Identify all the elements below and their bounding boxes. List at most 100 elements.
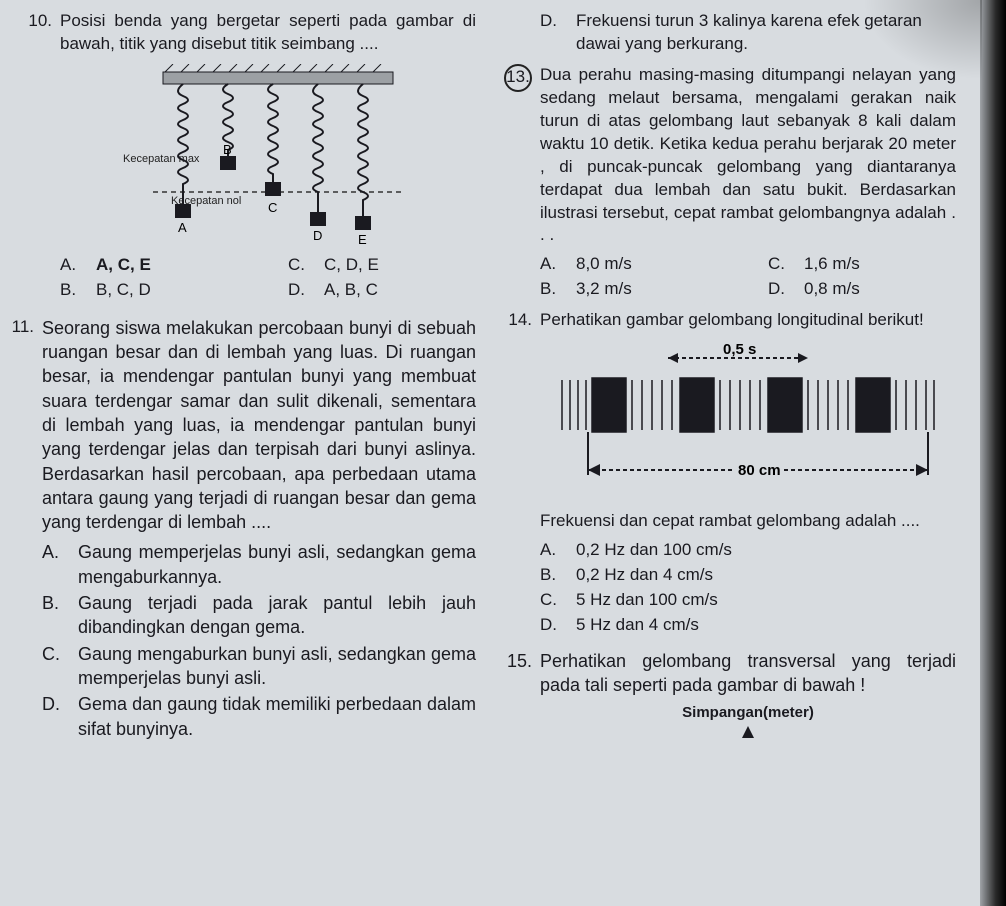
- opt-letter: D.: [42, 692, 66, 741]
- q15-number: 15.: [500, 649, 532, 750]
- opt-value: C, D, E: [324, 254, 379, 277]
- q10-option-A: A. A, C, E: [60, 254, 248, 277]
- opt-value: 5 Hz dan 4 cm/s: [576, 614, 699, 637]
- spring-C: C: [265, 84, 281, 215]
- opt-letter: D.: [768, 278, 792, 301]
- opt-letter: C.: [42, 642, 66, 691]
- q13-options: A. 8,0 m/s B. 3,2 m/s C. 1,6 m/s: [540, 253, 956, 301]
- opt-letter: C.: [540, 589, 564, 612]
- rarefaction-5: [896, 380, 934, 430]
- q14-options: A. 0,2 Hz dan 100 cm/s B. 0,2 Hz dan 4 c…: [540, 539, 956, 637]
- q12-spacer: [500, 10, 532, 56]
- q11-option-A: A. Gaung memperjelas bunyi asli, sedangk…: [42, 540, 476, 589]
- q11-option-B: B. Gaung terjadi pada jarak pantul lebih…: [42, 591, 476, 640]
- q10-option-C: C. C, D, E: [288, 254, 476, 277]
- opt-letter: D.: [288, 279, 312, 302]
- spring-label-B: B: [223, 142, 232, 157]
- opt-letter: A.: [42, 540, 66, 589]
- question-15: 15. Perhatikan gelombang transversal yan…: [500, 649, 956, 750]
- opt-value: A, B, C: [324, 279, 378, 302]
- opt-letter: B.: [540, 564, 564, 587]
- arrow-left-icon-2: [588, 464, 600, 476]
- q13-option-C: C. 1,6 m/s: [768, 253, 956, 276]
- spring-label-A: A: [178, 220, 187, 235]
- opt-letter: A.: [540, 253, 564, 276]
- opt-letter: B.: [42, 591, 66, 640]
- arrow-left-icon: [668, 353, 678, 363]
- q13-option-B: B. 3,2 m/s: [540, 278, 728, 301]
- q14-option-A: A. 0,2 Hz dan 100 cm/s: [540, 539, 956, 562]
- opt-letter: C.: [288, 254, 312, 277]
- rarefaction-2: [632, 380, 672, 430]
- opt-value: 8,0 m/s: [576, 253, 632, 276]
- q14-stem2: Frekuensi dan cepat rambat gelombang ada…: [540, 510, 956, 533]
- page-right-binding: [980, 0, 1006, 906]
- compression-3: [768, 378, 802, 432]
- spring-label-D: D: [313, 228, 322, 243]
- spring-E: E: [355, 84, 371, 244]
- spring-label-C: C: [268, 200, 277, 215]
- opt-value: 1,6 m/s: [804, 253, 860, 276]
- longitudinal-wave-svg: 0,5 s: [548, 340, 948, 500]
- q11-options: A. Gaung memperjelas bunyi asli, sedangk…: [42, 540, 476, 740]
- q10-number: 10.: [20, 10, 52, 302]
- arrow-right-icon: [798, 353, 808, 363]
- q13-option-D: D. 0,8 m/s: [768, 278, 956, 301]
- opt-value: Gema dan gaung tidak memiliki perbedaan …: [78, 692, 476, 741]
- spring-label-E: E: [358, 232, 367, 244]
- opt-letter: B.: [60, 279, 84, 302]
- q15-axis-arrow: [540, 724, 956, 750]
- opt-letter: A.: [60, 254, 84, 277]
- compression-1: [592, 378, 626, 432]
- q10-options: A. A, C, E B. B, C, D C. C, D, E: [60, 254, 476, 302]
- opt-value: A, C, E: [96, 254, 151, 277]
- page-content: 10. Posisi benda yang bergetar seperti p…: [0, 0, 1006, 760]
- question-11: 11. Seorang siswa melakukan percobaan bu…: [20, 316, 476, 741]
- compression-2: [680, 378, 714, 432]
- q13-body: Dua perahu masing-masing ditumpangi nela…: [540, 64, 956, 301]
- q13-option-A: A. 8,0 m/s: [540, 253, 728, 276]
- q15-stem: Perhatikan gelombang transversal yang te…: [540, 649, 956, 698]
- opt-letter: D.: [540, 614, 564, 637]
- opt-letter: C.: [768, 253, 792, 276]
- arrow-right-icon-2: [916, 464, 928, 476]
- q10-stem: Posisi benda yang bergetar seperti pada …: [60, 10, 476, 56]
- q14-figure: 0,5 s: [540, 340, 956, 500]
- opt-value: Frekuensi turun 3 kalinya karena efek ge…: [576, 10, 956, 56]
- opt-value: Gaung mengaburkan bunyi asli, sedangkan …: [78, 642, 476, 691]
- spring-B: B: [220, 84, 236, 170]
- left-column: 10. Posisi benda yang bergetar seperti p…: [10, 10, 476, 750]
- q14-top-label: 0,5 s: [723, 341, 756, 358]
- rarefaction-1: [562, 380, 586, 430]
- question-10: 10. Posisi benda yang bergetar seperti p…: [20, 10, 476, 302]
- opt-letter: D.: [540, 10, 564, 56]
- opt-value: 5 Hz dan 100 cm/s: [576, 589, 718, 612]
- opt-letter: B.: [540, 278, 564, 301]
- rarefaction-4: [808, 380, 848, 430]
- q15-body: Perhatikan gelombang transversal yang te…: [540, 649, 956, 750]
- q14-option-D: D. 5 Hz dan 4 cm/s: [540, 614, 956, 637]
- rarefaction-3: [720, 380, 760, 430]
- q11-option-C: C. Gaung mengaburkan bunyi asli, sedangk…: [42, 642, 476, 691]
- opt-value: 0,2 Hz dan 100 cm/s: [576, 539, 732, 562]
- q12-body-tail: D. Frekuensi turun 3 kalinya karena efek…: [540, 10, 956, 56]
- spring-bar: [163, 72, 393, 84]
- q12-option-D: D. Frekuensi turun 3 kalinya karena efek…: [540, 10, 956, 56]
- q14-number: 14.: [500, 309, 532, 637]
- q10-option-D: D. A, B, C: [288, 279, 476, 302]
- q11-option-D: D. Gema dan gaung tidak memiliki perbeda…: [42, 692, 476, 741]
- q14-option-C: C. 5 Hz dan 100 cm/s: [540, 589, 956, 612]
- opt-value: Gaung terjadi pada jarak pantul lebih ja…: [78, 591, 476, 640]
- q10-figure: Kecepatan max Kecepatan nol A B: [60, 64, 476, 244]
- wave-coils: [562, 378, 934, 432]
- opt-value: B, C, D: [96, 279, 151, 302]
- q11-body: Seorang siswa melakukan percobaan bunyi …: [42, 316, 476, 741]
- q11-stem: Seorang siswa melakukan percobaan bunyi …: [42, 316, 476, 535]
- up-arrow-icon: [738, 724, 758, 744]
- q11-number: 11.: [2, 316, 34, 741]
- opt-value: 0,8 m/s: [804, 278, 860, 301]
- q14-body: Perhatikan gambar gelombang longitudinal…: [540, 309, 956, 637]
- q14-option-B: B. 0,2 Hz dan 4 cm/s: [540, 564, 956, 587]
- opt-value: Gaung memperjelas bunyi asli, sedangkan …: [78, 540, 476, 589]
- question-13: 13. Dua perahu masing-masing ditumpangi …: [500, 64, 956, 301]
